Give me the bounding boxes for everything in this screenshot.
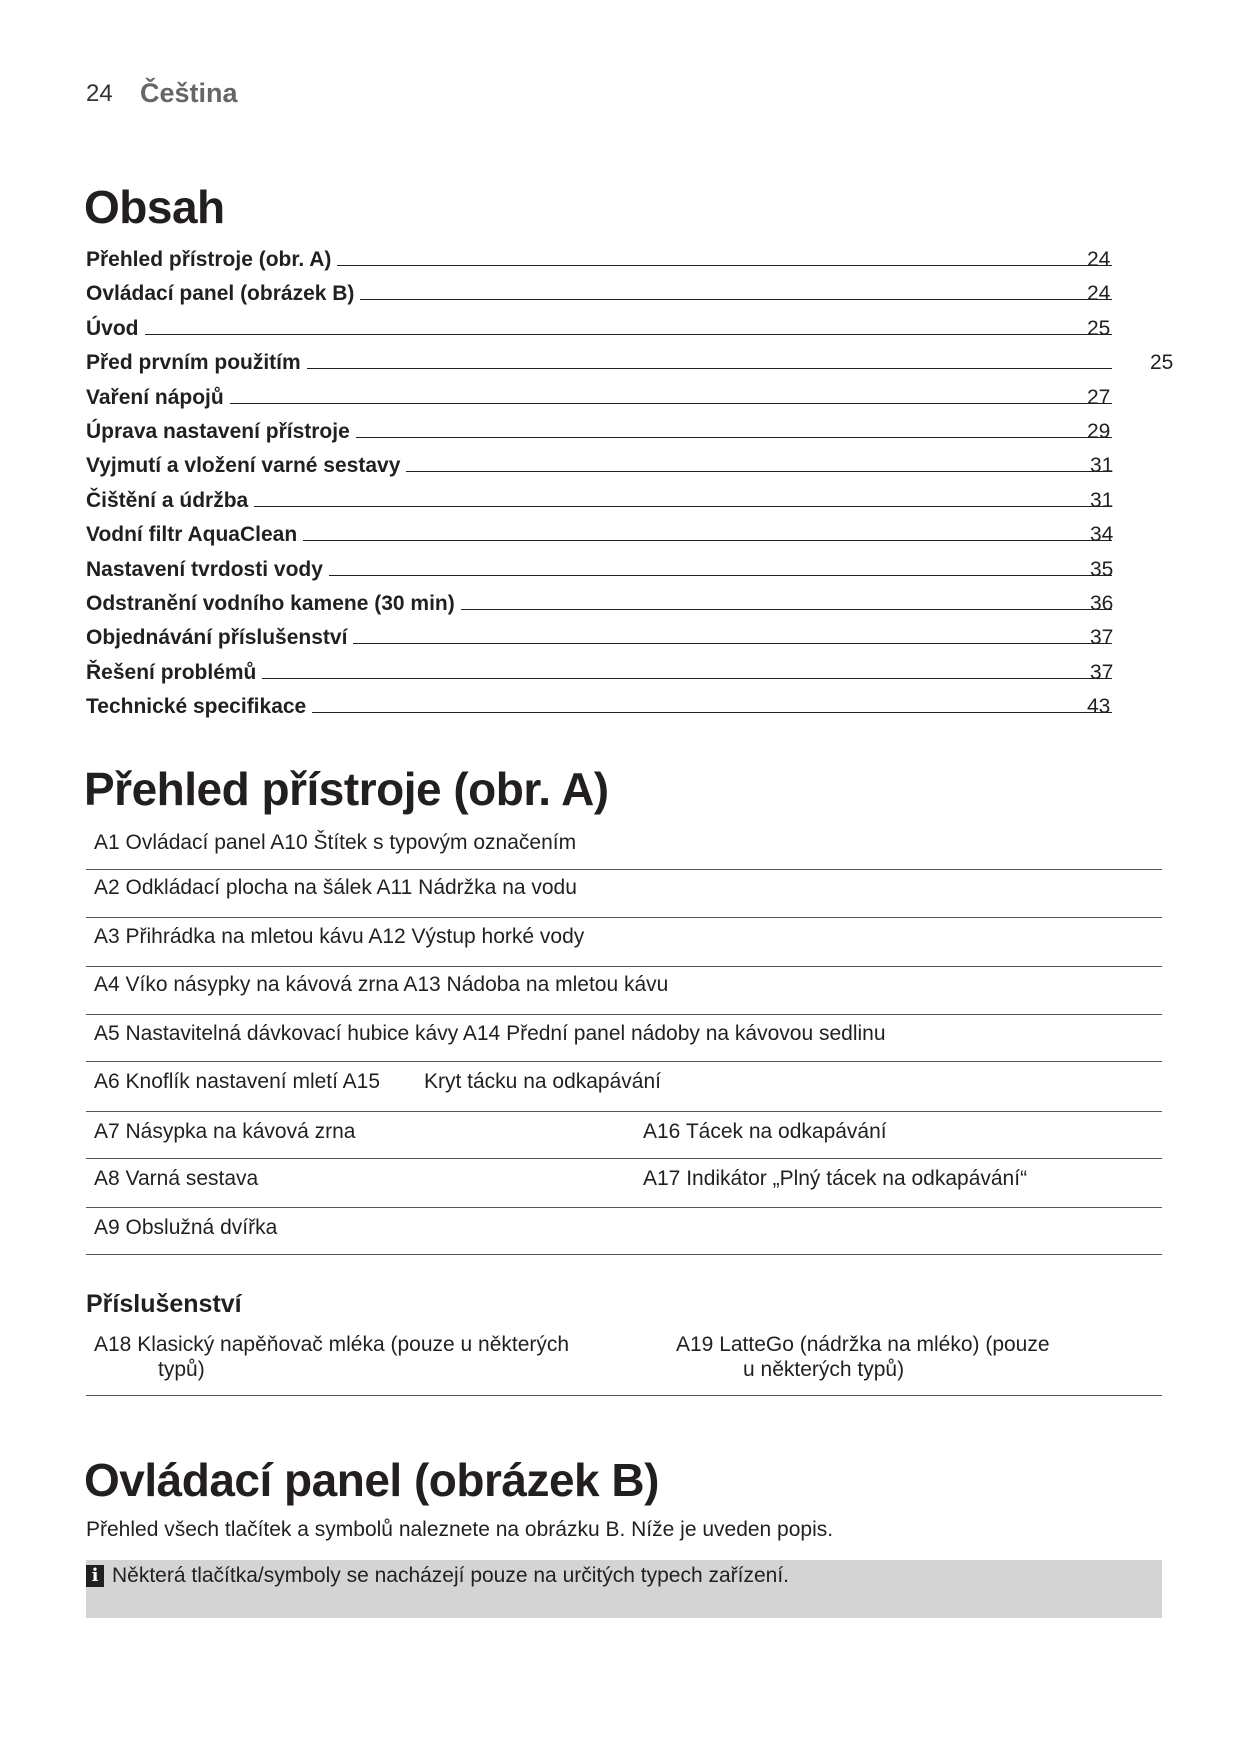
- control-panel-title: Ovládací panel (obrázek B): [84, 1454, 659, 1506]
- accessory-a18-line1: A18 Klasický napěňovač mléka (pouze u ně…: [94, 1333, 570, 1356]
- toc-item-label: Čištění a údržba: [86, 488, 249, 512]
- page-number: 24: [86, 80, 113, 107]
- divider: [86, 869, 1162, 870]
- toc-leader: [360, 299, 1112, 301]
- toc-item-page: 25: [1150, 351, 1174, 375]
- overview-item: A2 Odkládací plocha na šálek A11 Nádržka…: [94, 876, 577, 899]
- toc-leader: [262, 677, 1112, 679]
- toc-item[interactable]: Úprava nastavení přístroje: [86, 410, 1112, 444]
- toc-item-page: 31: [1090, 454, 1114, 478]
- overview-item: A8 Varná sestava: [94, 1167, 259, 1190]
- toc-item-label: Úvod: [86, 316, 139, 340]
- toc-item[interactable]: Úvod: [86, 307, 1112, 341]
- toc-item-label: Přehled přístroje (obr. A): [86, 248, 332, 271]
- overview-item: A6 Knoflík nastavení mletí A15: [94, 1070, 381, 1093]
- toc-item-page: 34: [1090, 523, 1114, 547]
- toc-leader: [353, 643, 1112, 645]
- divider: [86, 1111, 1162, 1112]
- toc-leader: [355, 437, 1112, 438]
- toc-item[interactable]: Ovládací panel (obrázek B): [86, 272, 1112, 306]
- toc-leader: [328, 574, 1112, 576]
- toc-title: Obsah: [84, 181, 225, 233]
- divider: [86, 1207, 1162, 1208]
- toc-leader: [337, 265, 1112, 266]
- overview-item: A4 Víko násypky na kávová zrna A13 Nádob…: [94, 973, 669, 996]
- overview-item: A7 Násypka na kávová zrna: [94, 1120, 356, 1143]
- control-panel-text: Přehled všech tlačítek a symbolů nalezne…: [86, 1518, 834, 1541]
- toc-leader: [229, 402, 1112, 404]
- toc-item[interactable]: Čištění a údržba: [86, 479, 1112, 513]
- toc-item-label: Ovládací panel (obrázek B): [86, 282, 355, 306]
- toc-item-page: 25: [1087, 316, 1111, 340]
- divider: [86, 917, 1162, 918]
- overview-item: A1 Ovládací panel A10 Štítek s typovým o…: [94, 831, 577, 854]
- toc-item[interactable]: Technické specifikace: [86, 685, 1112, 719]
- overview-item: A17 Indikátor „Plný tácek na odkapávání“: [643, 1167, 1028, 1190]
- toc-item-label: Odstranění vodního kamene (30 min): [86, 592, 455, 615]
- toc-item-page: 29: [1087, 420, 1111, 443]
- toc-item[interactable]: Vyjmutí a vložení varné sestavy: [86, 444, 1112, 478]
- overview-item: A5 Nastavitelná dávkovací hubice kávy A1…: [94, 1022, 886, 1045]
- overview-item: Kryt tácku na odkapávání: [424, 1070, 661, 1093]
- divider: [86, 1254, 1162, 1255]
- divider: [86, 966, 1162, 967]
- toc-item-page: 35: [1090, 557, 1114, 581]
- divider: [86, 1014, 1162, 1015]
- toc-item-page: 43: [1087, 695, 1111, 719]
- toc-item[interactable]: Řešení problémů: [86, 651, 1112, 685]
- toc-item[interactable]: Před prvním použitím: [86, 341, 1112, 375]
- overview-item: A3 Přihrádka na mletou kávu A12 Výstup h…: [94, 925, 585, 948]
- toc-item-page: 37: [1090, 626, 1114, 650]
- toc-item-page: 27: [1087, 385, 1111, 409]
- note-text: Některá tlačítka/symboly se nacházejí po…: [112, 1564, 789, 1587]
- toc-item[interactable]: Vaření nápojů: [86, 376, 1112, 410]
- accessories-title: Příslušenství: [86, 1290, 242, 1318]
- toc-leader: [303, 540, 1112, 542]
- divider: [86, 1061, 1162, 1062]
- toc-item-label: Vodní filtr AquaClean: [86, 523, 298, 547]
- toc-item-page: 37: [1090, 660, 1114, 684]
- toc-item[interactable]: Přehled přístroje (obr. A): [86, 238, 1112, 272]
- toc-item-label: Řešení problémů: [86, 660, 257, 684]
- info-icon: i: [86, 1565, 104, 1587]
- toc-item-page: 24: [1087, 248, 1111, 271]
- divider: [86, 1158, 1162, 1159]
- overview-title: Přehled přístroje (obr. A): [84, 763, 609, 815]
- accessory-a18-line2: typů): [158, 1358, 205, 1381]
- language-label: Čeština: [140, 78, 238, 108]
- toc-item-page: 36: [1090, 592, 1114, 615]
- toc-item-label: Objednávání příslušenství: [86, 626, 348, 650]
- toc-item-label: Úprava nastavení přístroje: [86, 420, 350, 443]
- toc-leader: [306, 368, 1112, 370]
- toc-leader: [406, 471, 1112, 473]
- toc-leader: [312, 712, 1112, 714]
- divider: [86, 1395, 1162, 1396]
- toc-leader: [460, 609, 1112, 610]
- toc-item-page: 31: [1090, 488, 1114, 512]
- accessory-a19-line2: u některých typů): [743, 1358, 905, 1381]
- toc-item[interactable]: Vodní filtr AquaClean: [86, 513, 1112, 547]
- toc-item-page: 24: [1087, 282, 1111, 306]
- overview-item: A16 Tácek na odkapávání: [643, 1120, 887, 1143]
- toc-item[interactable]: Nastavení tvrdosti vody: [86, 548, 1112, 582]
- toc-item[interactable]: Odstranění vodního kamene (30 min): [86, 582, 1112, 616]
- toc-leader: [144, 333, 1112, 335]
- toc-leader: [254, 505, 1112, 507]
- toc-item-label: Technické specifikace: [86, 695, 307, 719]
- toc-item-label: Vaření nápojů: [86, 385, 224, 409]
- toc-item-label: Před prvním použitím: [86, 351, 301, 375]
- note-box: i Některá tlačítka/symboly se nacházejí …: [86, 1560, 1162, 1618]
- accessory-a19-line1: A19 LatteGo (nádržka na mléko) (pouze: [676, 1333, 1050, 1356]
- toc-item-label: Vyjmutí a vložení varné sestavy: [86, 454, 401, 478]
- toc-item[interactable]: Objednávání příslušenství: [86, 616, 1112, 650]
- toc-item-label: Nastavení tvrdosti vody: [86, 557, 323, 581]
- overview-item: A9 Obslužná dvířka: [94, 1216, 278, 1239]
